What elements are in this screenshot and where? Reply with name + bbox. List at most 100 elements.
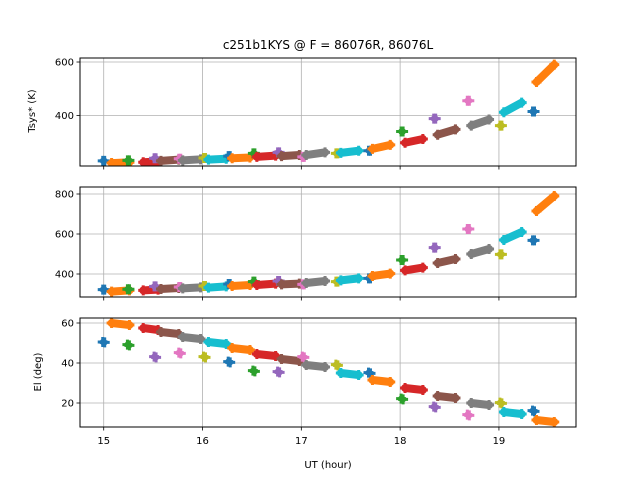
scan-point [251, 280, 262, 290]
scan-point [276, 279, 287, 290]
data-marks [97, 318, 560, 427]
y-axis-label-tsys: Tsys* (K) [27, 89, 38, 133]
scan-point [417, 134, 428, 144]
scan-point [498, 407, 509, 417]
scan-point [529, 235, 540, 246]
scan-point [450, 124, 461, 135]
scan-point [398, 255, 409, 265]
scan-point [432, 391, 443, 401]
scan-point [385, 139, 396, 150]
scan-point [203, 337, 214, 347]
scan-point [549, 191, 560, 201]
scan-point [99, 337, 110, 348]
scan-point [484, 114, 495, 125]
scan-point [464, 410, 475, 421]
scan-point [484, 244, 495, 254]
scan-point [195, 334, 206, 344]
data-marks [97, 59, 560, 166]
chart-title: c251b1KYS @ F = 86076R, 86076L [223, 38, 434, 52]
scan-point [335, 275, 346, 286]
axes-frame [79, 317, 577, 428]
scan-point [124, 155, 135, 166]
x-tick-label: 16 [196, 436, 209, 447]
y-tick-label: 800 [55, 190, 74, 201]
scan-point [320, 276, 331, 286]
scan-point [484, 400, 495, 410]
scan-point [529, 406, 540, 417]
scan-point [227, 281, 238, 291]
scan-point [529, 106, 540, 117]
scan-point [244, 345, 255, 355]
scan-point [430, 402, 441, 413]
scan-point [177, 283, 188, 294]
x-axis-label: UT (hour) [304, 460, 351, 471]
scan-point [430, 113, 441, 124]
scan-point [367, 271, 378, 281]
scan-point [124, 320, 135, 330]
scan-point [177, 155, 188, 166]
scan-point [332, 360, 343, 371]
x-tick-label: 17 [295, 436, 308, 447]
scan-mark [532, 60, 559, 87]
scan-point [203, 154, 214, 165]
y-tick-label: 20 [61, 399, 74, 410]
scan-point [417, 385, 428, 395]
y-tick-label: 40 [61, 359, 74, 370]
scan-point [496, 398, 507, 409]
scan-point [335, 368, 346, 378]
y-tick-label: 600 [55, 58, 74, 69]
scan-point [353, 273, 364, 284]
scan-point [450, 254, 461, 264]
scan-point [496, 249, 507, 260]
scan-point [177, 332, 188, 342]
scan-point [531, 206, 542, 216]
scan-point [320, 147, 331, 158]
scan-point [225, 357, 236, 368]
scan-point [398, 394, 409, 405]
scan-mark [532, 192, 559, 215]
scan-point [516, 409, 527, 419]
scan-point [385, 268, 396, 279]
scan-point [450, 393, 461, 403]
scan-point [301, 278, 312, 288]
scan-point [99, 155, 110, 166]
scan-point [299, 352, 310, 363]
scan-point [124, 284, 135, 295]
data-marks [97, 191, 560, 297]
scan-point [106, 286, 117, 297]
scan-point [516, 97, 527, 108]
scan-point [138, 285, 149, 296]
scan-point [531, 77, 542, 88]
scan-point [400, 383, 411, 393]
scan-point [335, 147, 346, 158]
scan-point [301, 360, 312, 370]
scan-point [106, 158, 117, 166]
scan-point [200, 352, 211, 363]
scan-point [276, 354, 287, 364]
y-axis-label-el: El (deg) [33, 352, 44, 391]
y-tick-label: 60 [61, 319, 74, 330]
axes-frame [79, 57, 577, 167]
y-tick-label: 400 [55, 111, 74, 122]
scan-mark [499, 98, 526, 117]
scan-point [151, 352, 162, 363]
x-tick-label: 19 [493, 436, 506, 447]
scan-point [466, 249, 477, 259]
scan-point [227, 153, 238, 164]
scan-point [251, 151, 262, 162]
scan-point [221, 339, 232, 349]
scan-point [276, 151, 287, 162]
scan-point [464, 224, 475, 234]
scan-point [417, 262, 428, 273]
scan-point [498, 107, 509, 118]
scan-point [99, 284, 110, 295]
scan-point [156, 327, 167, 337]
x-tick-label: 15 [97, 436, 110, 447]
scan-point [175, 348, 186, 359]
scan-point [432, 129, 443, 140]
scan-point [274, 367, 285, 378]
scan-point [400, 265, 411, 276]
scan-point [156, 284, 167, 294]
scan-point [320, 362, 331, 372]
scan-point [466, 120, 477, 131]
